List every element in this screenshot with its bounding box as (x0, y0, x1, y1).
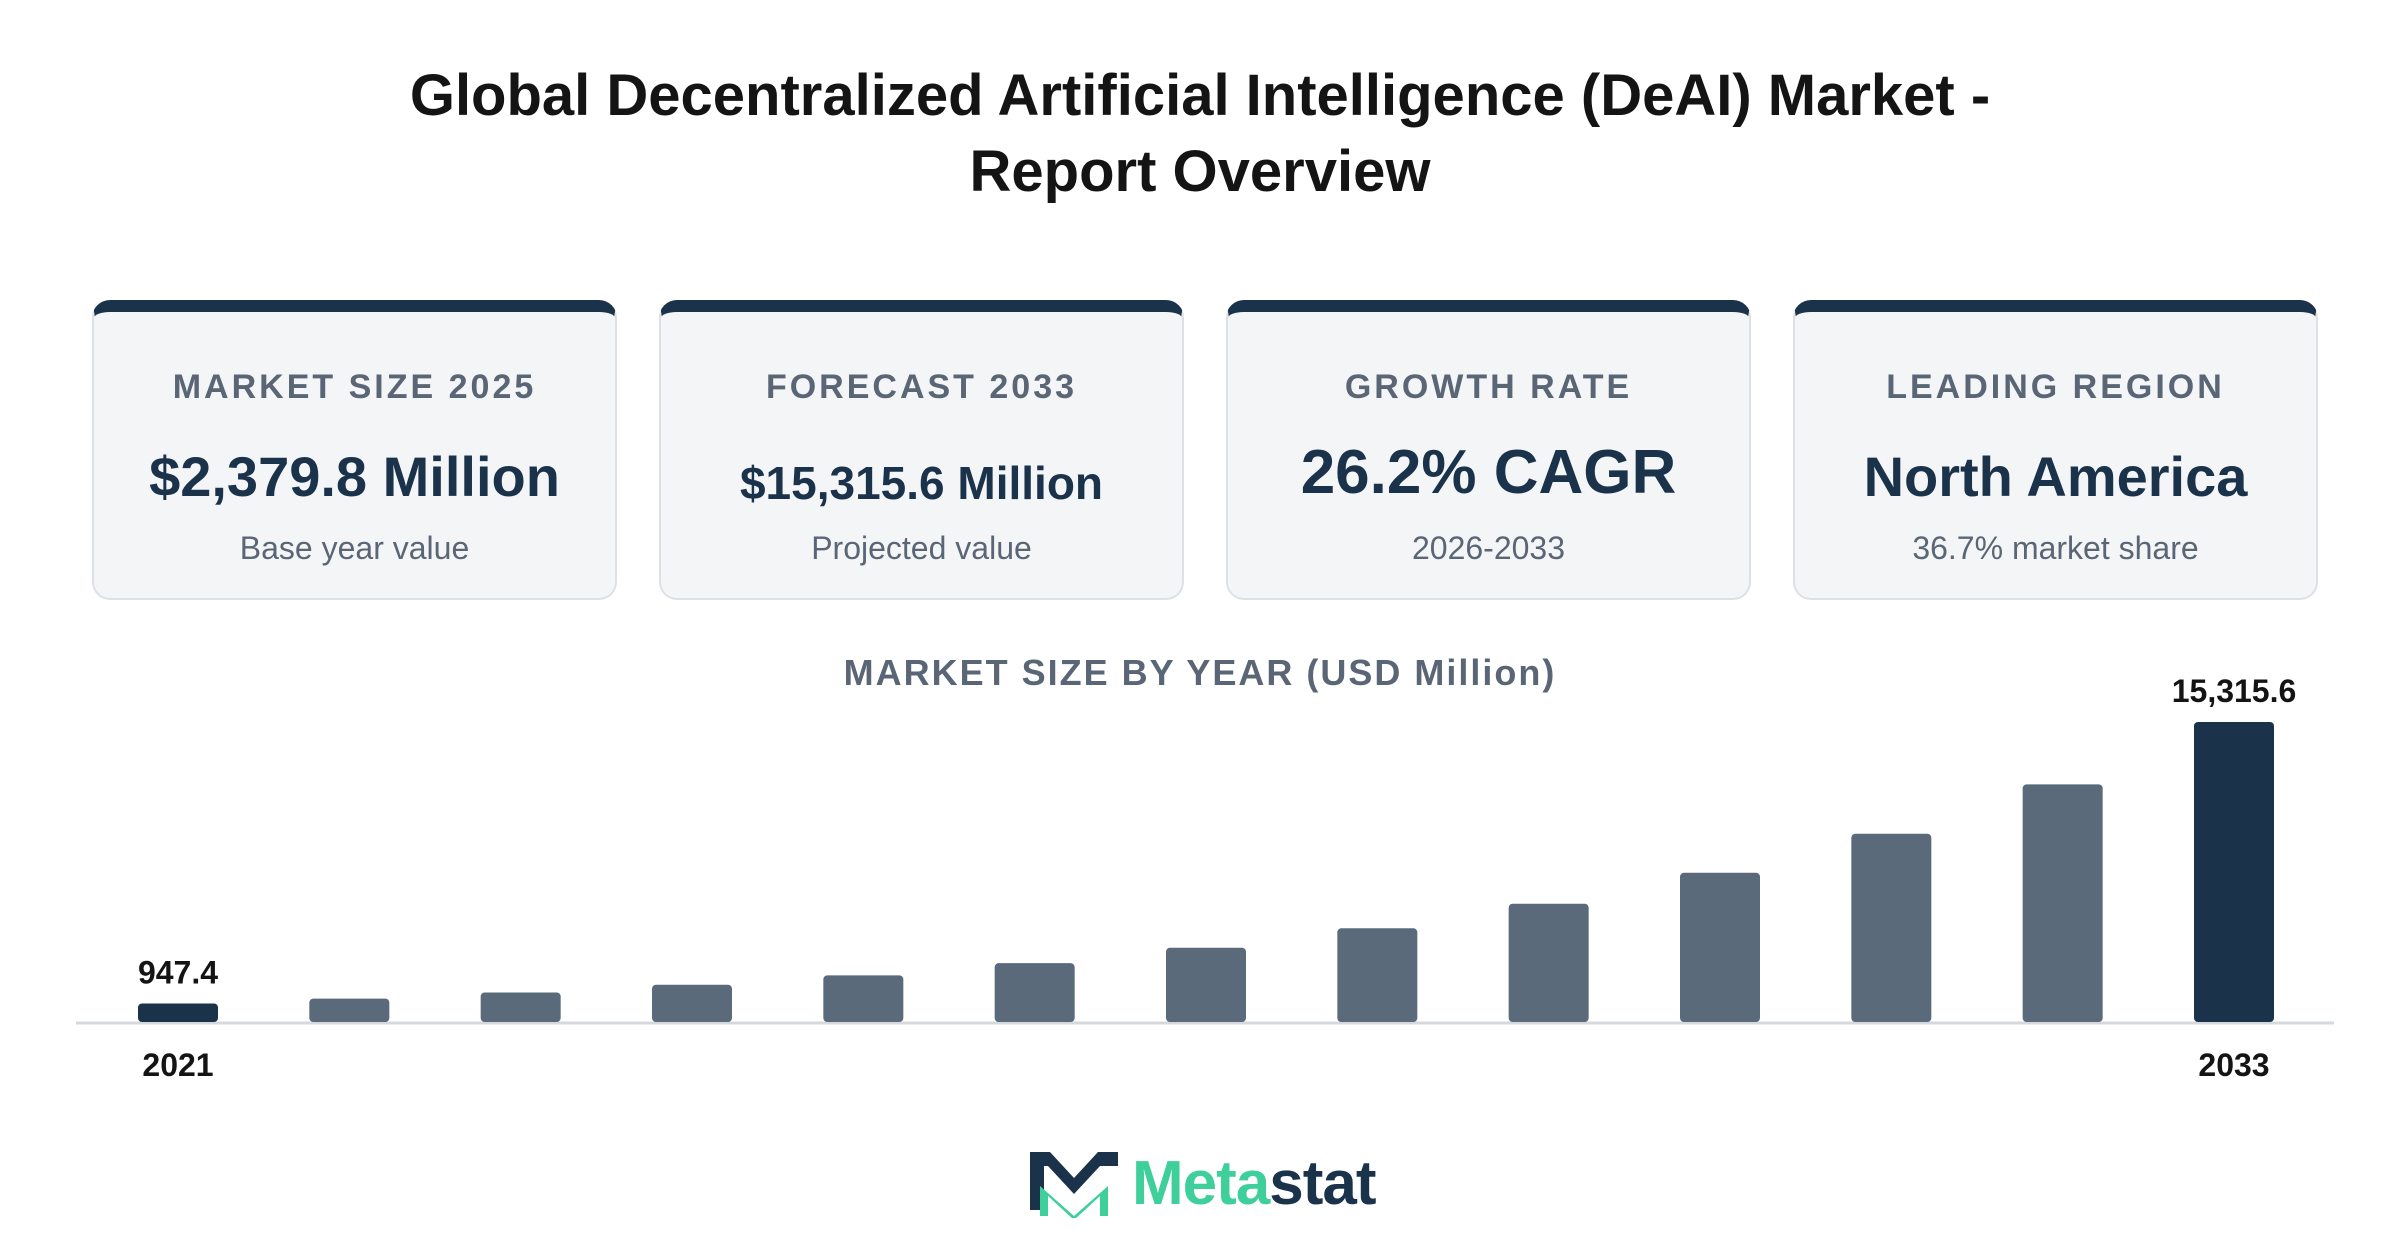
bar-2029 (1508, 903, 1589, 1022)
bar-2025 (823, 975, 904, 1022)
card-leading-region: LEADING REGION North America 36.7% marke… (1793, 300, 2318, 600)
metastat-logo-icon (1030, 1152, 1118, 1218)
x-tick-label-last: 2033 (2198, 1047, 2269, 1083)
bar-2032 (2022, 784, 2103, 1022)
card-growth-rate: GROWTH RATE 26.2% CAGR 2026-2033 (1226, 300, 1751, 600)
card-label: MARKET SIZE 2025 (172, 368, 537, 406)
card-value: $2,379.8 Million (149, 445, 560, 508)
card-value: North America (1863, 445, 2248, 508)
bar-2021 (138, 1003, 218, 1022)
card-label: FORECAST 2033 (765, 368, 1078, 406)
card-value: $15,315.6 Million (739, 457, 1104, 509)
card-subtitle: 2026-2033 (1411, 530, 1566, 566)
card-value: 26.2% CAGR (1300, 438, 1677, 507)
card-label: LEADING REGION (1886, 368, 2225, 406)
value-label-last: 15,315.6 (2172, 673, 2297, 709)
logo-text-stat: stat (1269, 1149, 1376, 1218)
value-label-first: 947.4 (138, 954, 218, 990)
chart-title: MARKET SIZE BY YEAR (USD Million) (843, 652, 1557, 693)
page-title: Global Decentralized Artificial Intellig… (200, 58, 2200, 210)
bar-2027 (1166, 947, 1246, 1022)
metastat-logo-text: Metastat (1132, 1148, 1377, 1220)
bar-2022 (309, 998, 390, 1022)
card-subtitle: 36.7% market share (1912, 530, 2199, 566)
card-forecast: FORECAST 2033 $15,315.6 Million Projecte… (659, 300, 1184, 600)
logo-text-meta: Meta (1132, 1149, 1270, 1218)
x-tick-label-first: 2021 (142, 1047, 213, 1083)
title-line-1: Global Decentralized Artificial Intellig… (409, 63, 1991, 128)
title-line-2: Report Overview (969, 139, 1431, 204)
card-market-size: MARKET SIZE 2025 $2,379.8 Million Base y… (92, 300, 617, 600)
card-subtitle: Base year value (239, 530, 470, 566)
bar-2024 (652, 984, 732, 1022)
bar-2030 (1680, 872, 1760, 1022)
bar-2028 (1337, 928, 1418, 1022)
bar-2031 (1851, 833, 1932, 1022)
card-label: GROWTH RATE (1344, 368, 1633, 406)
card-subtitle: Projected value (811, 530, 1032, 566)
bar-2023 (480, 992, 561, 1022)
bar-2033 (2194, 722, 2274, 1022)
bar-2026 (994, 963, 1075, 1022)
